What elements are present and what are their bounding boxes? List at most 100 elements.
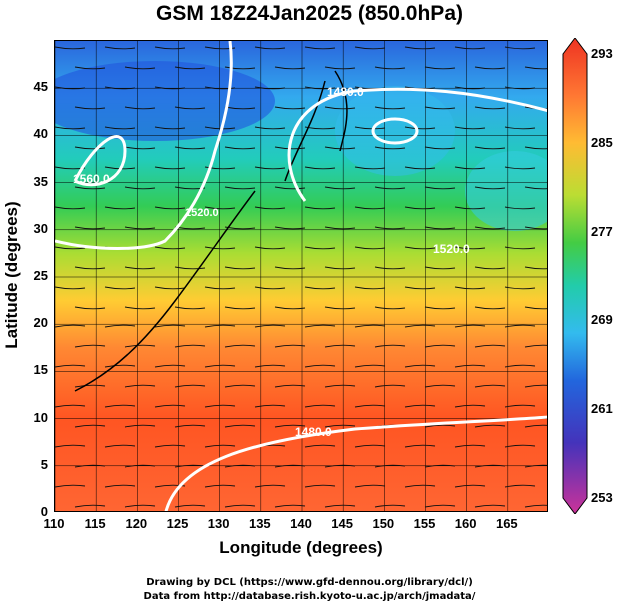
wind-streamline	[104, 46, 136, 50]
wind-streamline	[404, 246, 436, 250]
wind-streamline	[304, 444, 336, 448]
wind-streamline	[374, 186, 406, 190]
wind-streamline	[274, 266, 306, 270]
x-tick-label: 140	[290, 516, 312, 531]
wind-streamline	[524, 146, 547, 150]
wind-streamline	[224, 66, 256, 70]
wind-streamline	[374, 266, 406, 270]
x-tick-label: 120	[125, 516, 148, 531]
contour-label: 1520.0	[185, 207, 219, 219]
wind-streamline	[74, 66, 106, 70]
wind-streamline	[204, 444, 236, 448]
wind-streamline	[104, 126, 136, 130]
wind-streamline	[524, 424, 547, 428]
wind-streamline	[224, 266, 256, 270]
wind-streamline	[174, 66, 206, 70]
wind-streamline	[204, 86, 236, 90]
colorbar-label: 293	[591, 46, 613, 61]
wind-streamline	[154, 364, 186, 368]
wind-streamline	[204, 166, 236, 170]
wind-streamline	[124, 504, 156, 508]
wind-streamline	[204, 126, 236, 130]
wind-streamline	[474, 344, 506, 348]
wind-streamline	[404, 484, 436, 488]
wind-streamline	[274, 226, 306, 230]
wind-streamline	[224, 384, 256, 388]
wind-streamline	[55, 126, 86, 130]
wind-streamline	[374, 66, 406, 70]
wind-streamline	[174, 266, 206, 270]
x-tick-label: 150	[372, 516, 395, 531]
colorbar-label: 261	[591, 401, 613, 417]
wind-streamline	[404, 126, 436, 130]
wind-streamline	[74, 504, 106, 508]
y-tick-label: 45	[33, 79, 48, 95]
wind-streamline	[124, 106, 156, 110]
wind-streamline	[474, 266, 506, 270]
contour-label: 1480.0	[295, 425, 332, 439]
wind-streamline	[204, 246, 236, 250]
wind-streamline	[454, 246, 486, 250]
wind-streamline	[174, 306, 206, 310]
wind-streamline	[124, 424, 156, 428]
wind-streamline	[174, 504, 206, 508]
colorbar-label: 277	[591, 223, 613, 239]
wind-streamline	[374, 226, 406, 230]
wind-streamline	[274, 344, 306, 348]
wind-streamline	[274, 384, 306, 388]
wind-streamline	[74, 106, 106, 110]
wind-streamline	[124, 384, 156, 388]
x-tick-label: 135	[248, 516, 271, 531]
geopotential-contours	[55, 41, 547, 511]
wind-streamline	[304, 86, 336, 90]
wind-streamline	[154, 246, 186, 250]
y-tick-label: 35	[33, 173, 48, 189]
wind-streamline	[474, 66, 506, 70]
wind-streamline	[474, 306, 506, 310]
wind-streamline	[224, 306, 256, 310]
wind-streamline	[154, 404, 186, 408]
wind-streamline	[404, 206, 436, 210]
wind-streamline	[74, 146, 106, 150]
wind-streamline	[324, 186, 356, 190]
wind-streamline	[354, 324, 386, 328]
wind-streamline	[454, 286, 486, 290]
wind-streamline	[174, 424, 206, 428]
x-tick-label: 165	[495, 516, 518, 531]
x-tick-label: 125	[166, 516, 189, 531]
y-tick-label: 20	[33, 315, 48, 331]
wind-streamline	[274, 66, 306, 70]
wind-streamline	[104, 444, 136, 448]
wind-streamline	[254, 286, 286, 290]
wind-streamline	[104, 206, 136, 210]
wind-streamline	[124, 146, 156, 150]
wind-streamline	[174, 384, 206, 388]
wind-streamline	[55, 444, 86, 448]
wind-streamline	[454, 444, 486, 448]
wind-streamline	[504, 246, 536, 250]
wind-streamline	[224, 504, 256, 508]
wind-streamline	[55, 46, 86, 50]
wind-streamline	[504, 404, 536, 408]
y-tick-label: 40	[33, 126, 48, 142]
wind-streamline	[504, 484, 536, 488]
wind-streamline	[404, 324, 436, 328]
wind-streamline	[274, 504, 306, 508]
wind-streamline	[404, 46, 436, 50]
wind-streamline	[174, 464, 206, 468]
coastline	[284, 70, 348, 182]
wind-streamline	[424, 186, 456, 190]
wind-streamline	[524, 186, 547, 190]
wind-streamline	[274, 106, 306, 110]
wind-streamline	[304, 484, 336, 488]
wind-streamline	[474, 384, 506, 388]
wind-streamline	[474, 146, 506, 150]
x-axis-label: Longitude (degrees)	[219, 538, 383, 557]
y-tick-label: 5	[40, 456, 48, 472]
wind-streamline	[154, 86, 186, 90]
wind-streamline	[404, 166, 436, 170]
wind-streamline	[154, 166, 186, 170]
wind-streamline	[324, 344, 356, 348]
wind-streamline	[104, 404, 136, 408]
wind-streamline	[154, 126, 186, 130]
